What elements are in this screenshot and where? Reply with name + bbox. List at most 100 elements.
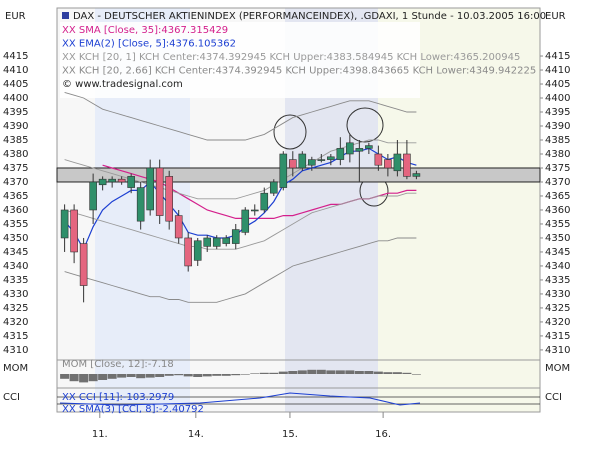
x-tick-label: 15.	[282, 429, 298, 440]
y-tick-label-right: 4375	[545, 163, 570, 174]
candle-body	[155, 167, 164, 216]
cci-legend: XX SMA(3) [CCI, 8]:-2.40792	[62, 404, 204, 415]
mom-bar	[354, 371, 364, 374]
mom-bar	[88, 374, 98, 382]
y-tick-label-right: 4310	[545, 345, 570, 356]
candle-body	[212, 237, 221, 247]
copyright: © www.tradesignal.com	[62, 79, 183, 90]
mom-bar	[250, 373, 260, 374]
currency-right: EUR	[545, 11, 566, 22]
candle-body	[403, 153, 411, 177]
candle-body	[317, 159, 326, 161]
candle-body	[336, 148, 345, 160]
x-tick-label: 11.	[92, 429, 108, 440]
y-tick-label: 4370	[3, 177, 28, 188]
x-tick-label: 14.	[188, 429, 204, 440]
y-tick-label: 4365	[3, 191, 28, 202]
price-band	[56, 167, 541, 183]
mom-bar	[60, 374, 70, 379]
legend-entry: XX KCH [20, 2.66] KCH Center:4374.392945…	[62, 66, 536, 77]
legend-entry: XX SMA [Close, 35]:4367.315429	[62, 25, 228, 36]
y-tick-label-right: 4325	[545, 303, 570, 314]
y-tick-label: 4360	[3, 205, 28, 216]
mom-bar	[278, 371, 288, 374]
y-tick-label-right: 4385	[545, 135, 570, 146]
y-tick-label: 4390	[3, 121, 28, 132]
mom-bar	[316, 369, 326, 374]
title-icon	[62, 12, 69, 19]
mom-bar	[297, 370, 307, 374]
mom-bar	[383, 372, 393, 374]
mom-bar	[240, 374, 250, 375]
annotation-circle	[346, 107, 384, 143]
mom-bar	[183, 374, 193, 377]
mom-bar	[117, 374, 127, 378]
mom-bar	[98, 374, 108, 380]
mom-bar	[164, 374, 174, 376]
candle-body	[79, 243, 88, 286]
candle-body	[412, 173, 421, 177]
candle-body	[260, 192, 269, 211]
mom-bar	[373, 371, 383, 374]
y-tick-label: 4375	[3, 163, 28, 174]
y-tick-label-right: 4335	[545, 275, 570, 286]
mom-bar	[269, 372, 279, 374]
mom-bar	[392, 372, 402, 374]
y-tick-label-right: 4345	[545, 247, 570, 258]
y-tick-label-right: 4370	[545, 177, 570, 188]
y-tick-label-right: 4365	[545, 191, 570, 202]
candle-body	[374, 153, 383, 166]
mom-legend: MOM [Close, 12]:-7.18	[62, 359, 174, 370]
legend-entry: XX EMA(2) [Close, 5]:4376.105362	[62, 39, 236, 50]
mom-bar	[145, 374, 155, 378]
cci-legend: XX CCI [11]:-103.2979	[62, 392, 174, 403]
mom-bar	[79, 374, 89, 383]
mom-bar	[231, 374, 241, 376]
y-tick-label: 4340	[3, 261, 28, 272]
y-tick-label: 4320	[3, 317, 28, 328]
indicator-line	[64, 237, 417, 303]
x-tick-label: 16.	[375, 429, 391, 440]
candle-body	[308, 159, 316, 166]
y-tick-label-right: 4355	[545, 219, 570, 230]
y-tick-label-right: 4400	[545, 93, 570, 104]
mom-bar	[69, 374, 79, 382]
mom-bar	[326, 370, 336, 374]
mom-bar	[364, 371, 374, 374]
y-tick-label: 4345	[3, 247, 28, 258]
mom-bar	[288, 371, 298, 374]
candle-body	[184, 237, 193, 267]
indicator-line	[64, 139, 417, 200]
y-tick-label: 4400	[3, 93, 28, 104]
y-tick-label-right: 4330	[545, 289, 570, 300]
mom-bar	[212, 374, 222, 376]
mom-bar	[126, 374, 136, 377]
candle-body	[231, 229, 240, 244]
mom-bar	[307, 369, 317, 374]
mom-bar	[193, 374, 203, 377]
y-tick-label: 4415	[3, 51, 28, 62]
legend-box	[60, 22, 420, 98]
candle-body	[288, 159, 297, 169]
candle-body	[60, 209, 69, 239]
candle-body	[346, 142, 354, 155]
candle-body	[269, 181, 278, 194]
y-tick-label: 4380	[3, 149, 28, 160]
mom-bar	[259, 372, 269, 374]
y-tick-label-right: 4315	[545, 331, 570, 342]
y-tick-label-right: 4380	[545, 149, 570, 160]
y-tick-label-right: 4350	[545, 233, 570, 244]
annotation-circle	[273, 114, 307, 150]
mom-label-right: MOM	[545, 363, 570, 374]
mom-bar	[221, 374, 231, 376]
mom-bar	[174, 374, 184, 376]
cci-label-right: CCI	[545, 392, 562, 403]
candle-body	[89, 181, 97, 211]
mom-bar	[335, 370, 345, 374]
mom-bar	[345, 370, 355, 374]
candle-body	[241, 209, 250, 233]
indicator-line	[64, 91, 417, 141]
candle-body	[193, 240, 202, 261]
y-tick-label: 4315	[3, 331, 28, 342]
